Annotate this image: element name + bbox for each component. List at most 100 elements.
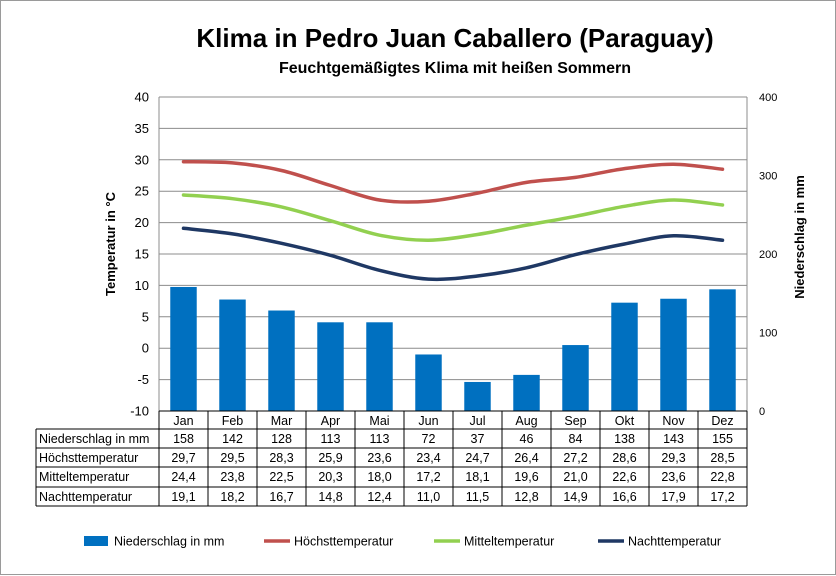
table-cell: 22,8 <box>710 470 734 484</box>
bar-apr <box>317 322 344 411</box>
y-tick-right: 200 <box>759 249 777 261</box>
bar-aug <box>513 374 540 411</box>
y-tick-left: 35 <box>135 121 149 136</box>
data-table: Jan Feb Mar Apr Mai Jun Jul Aug Sep Okt Nov Dez Nied… <box>35 410 748 507</box>
table-cell: 18,2 <box>220 490 244 504</box>
y-tick-left: 5 <box>142 309 149 324</box>
x-tick-label: Nov <box>662 414 685 428</box>
table-cell: 84 <box>569 432 583 446</box>
bar-sep <box>562 345 589 411</box>
table-cell: 25,9 <box>318 451 342 465</box>
table-cell: 12,4 <box>367 490 391 504</box>
y-tick-right: 300 <box>759 171 777 183</box>
table-row-label: Nachttemperatur <box>39 490 132 504</box>
legend-entry: Mitteltemperatur <box>464 535 554 549</box>
table-row-label: Niederschlag in mm <box>39 432 149 446</box>
table-row-label: Höchsttemperatur <box>39 451 138 465</box>
table-cell: 138 <box>614 432 635 446</box>
table-cell: 22,5 <box>269 470 293 484</box>
y-tick-right: 400 <box>759 92 777 104</box>
table-cell: 19,6 <box>514 470 538 484</box>
table-cell: 113 <box>321 432 341 446</box>
bar-mai <box>366 322 393 411</box>
y-axis-left-label: Temperatur in °C <box>103 191 118 296</box>
legend: Niederschlag in mm Höchsttemperatur Mittel… <box>84 535 721 549</box>
table-cell: 23,4 <box>416 451 440 465</box>
table-cell: 24,4 <box>171 470 195 484</box>
table-cell: 11,0 <box>417 490 440 504</box>
temperature-lines <box>181 159 725 282</box>
bar-feb <box>219 299 246 411</box>
legend-entry: Höchsttemperatur <box>294 535 393 549</box>
x-tick-label: Sep <box>564 414 586 428</box>
y-tick-left: -10 <box>130 404 149 419</box>
line-nachttemperatur <box>181 226 725 282</box>
table-cell: 21,0 <box>563 470 587 484</box>
x-tick-label: Dez <box>711 414 733 428</box>
table-row-label: Mitteltemperatur <box>39 470 129 484</box>
line-mitteltemperatur <box>181 193 725 242</box>
table-cell: 27,2 <box>563 451 587 465</box>
table-cell: 143 <box>663 432 684 446</box>
table-cell: 26,4 <box>514 451 538 465</box>
table-cell: 29,5 <box>220 451 244 465</box>
table-cell: 17,2 <box>416 470 440 484</box>
y-tick-left: -5 <box>137 372 149 387</box>
table-cell: 17,2 <box>710 490 734 504</box>
table-cell: 12,8 <box>514 490 538 504</box>
y-axis-right-label: Niederschlag in mm <box>792 175 807 299</box>
y-tick-left: 15 <box>135 247 149 262</box>
y-tick-right: 0 <box>759 406 765 418</box>
table-cell: 158 <box>173 432 194 446</box>
table-cell: 23,8 <box>220 470 244 484</box>
bar-okt <box>611 302 638 411</box>
axes: 40 35 30 25 20 15 10 5 0 -5 -10 400 300 200 100 0 <box>130 90 777 419</box>
table-cell: 18,1 <box>465 470 489 484</box>
table-cell: 155 <box>712 432 733 446</box>
table-cell: 142 <box>222 432 243 446</box>
bar-jun <box>415 354 442 411</box>
table-cell: 20,3 <box>318 470 342 484</box>
table-cell: 23,6 <box>367 451 391 465</box>
table-cell: 28,3 <box>269 451 293 465</box>
x-tick-label: Apr <box>321 414 340 428</box>
precipitation-bars <box>170 286 736 411</box>
table-cell: 37 <box>471 432 485 446</box>
y-tick-right: 100 <box>759 328 777 340</box>
chart-subtitle: Feuchtgemäßigtes Klima mit heißen Sommer… <box>279 60 631 77</box>
y-tick-left: 40 <box>135 90 149 105</box>
line-höchsttemperatur <box>181 159 725 204</box>
table-cell: 72 <box>422 432 436 446</box>
y-tick-left: 30 <box>135 152 149 167</box>
table-cell: 18,0 <box>367 470 391 484</box>
x-tick-label: Okt <box>615 414 635 428</box>
table-cell: 23,6 <box>661 470 685 484</box>
x-tick-label: Mar <box>271 414 293 428</box>
legend-swatch-bar <box>84 536 108 546</box>
x-tick-label: Aug <box>515 414 537 428</box>
table-cell: 29,7 <box>171 451 195 465</box>
bar-jul <box>464 381 491 411</box>
table-cell: 28,6 <box>612 451 636 465</box>
bar-mar <box>268 310 295 411</box>
table-cell: 19,1 <box>171 490 195 504</box>
table-cell: 22,6 <box>612 470 636 484</box>
y-tick-left: 0 <box>142 341 149 356</box>
table-cell: 46 <box>520 432 534 446</box>
table-cell: 16,7 <box>269 490 293 504</box>
table-cell: 24,7 <box>465 451 489 465</box>
y-tick-left: 25 <box>135 184 149 199</box>
x-tick-label: Jul <box>470 414 486 428</box>
table-cell: 14,8 <box>318 490 342 504</box>
x-tick-label: Jan <box>173 414 193 428</box>
bar-dez <box>709 289 736 411</box>
table-cell: 17,9 <box>661 490 685 504</box>
x-tick-label: Jun <box>418 414 438 428</box>
x-tick-label: Feb <box>222 414 244 428</box>
legend-entry: Nachttemperatur <box>628 535 721 549</box>
table-cell: 113 <box>370 432 390 446</box>
x-tick-label: Mai <box>369 414 389 428</box>
chart-title: Klima in Pedro Juan Caballero (Paraguay) <box>196 23 713 53</box>
